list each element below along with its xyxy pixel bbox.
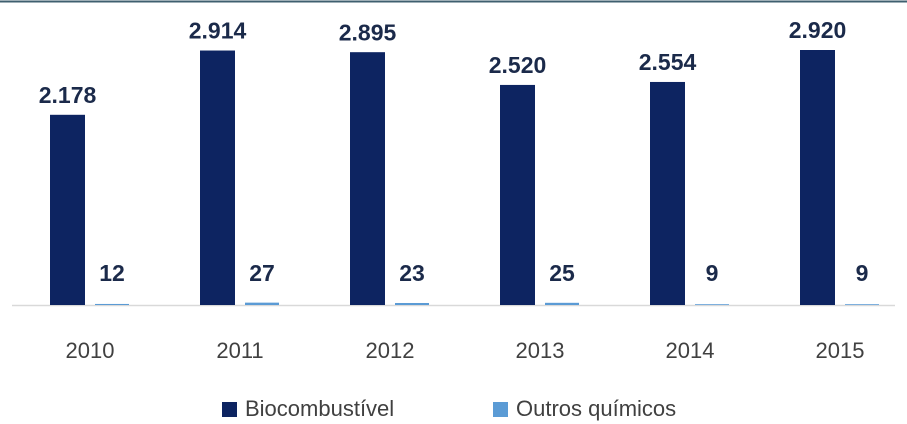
bar — [695, 304, 729, 305]
x-tick-label: 2014 — [666, 338, 715, 363]
value-label: 2.520 — [489, 52, 547, 78]
bar — [545, 302, 579, 305]
x-tick-label: 2012 — [366, 338, 415, 363]
x-tick-label: 2011 — [216, 338, 263, 363]
bar — [350, 52, 385, 305]
legend-swatch — [222, 402, 237, 417]
value-label: 2.554 — [639, 49, 697, 75]
bar — [50, 114, 85, 305]
bar — [500, 84, 535, 305]
bar — [95, 303, 129, 305]
value-label: 2.178 — [39, 82, 97, 108]
bar — [845, 304, 879, 305]
bar — [650, 81, 685, 305]
value-label: 25 — [549, 260, 575, 286]
value-label: 27 — [249, 260, 275, 286]
value-label: 9 — [856, 260, 869, 286]
x-tick-label: 2010 — [66, 338, 115, 363]
value-label: 2.920 — [789, 17, 847, 43]
value-label: 23 — [399, 260, 425, 286]
value-label: 2.895 — [339, 19, 397, 45]
value-label: 12 — [99, 260, 125, 286]
x-tick-label: 2015 — [816, 338, 865, 363]
x-tick-label: 2013 — [516, 338, 565, 363]
bar — [800, 50, 835, 305]
bar — [395, 302, 429, 305]
legend-label: Outros químicos — [516, 396, 676, 421]
legend-swatch — [493, 402, 508, 417]
legend-label: Biocombustível — [245, 396, 394, 421]
value-label: 2.914 — [189, 18, 247, 44]
bar — [200, 50, 235, 305]
bar — [245, 302, 279, 305]
value-label: 9 — [706, 260, 719, 286]
